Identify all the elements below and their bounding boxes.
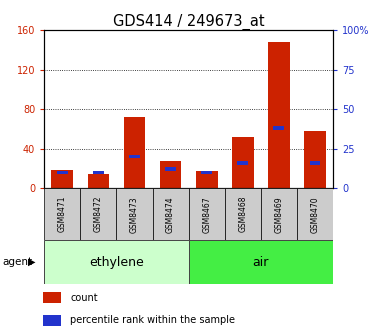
Bar xyxy=(44,240,189,284)
Text: air: air xyxy=(253,256,269,268)
Text: percentile rank within the sample: percentile rank within the sample xyxy=(70,316,235,325)
Bar xyxy=(273,126,284,130)
Bar xyxy=(88,174,109,188)
Bar xyxy=(310,161,320,165)
Bar xyxy=(57,171,68,174)
Text: GSM8470: GSM8470 xyxy=(310,196,320,233)
Text: ▶: ▶ xyxy=(28,257,35,267)
Text: count: count xyxy=(70,293,98,303)
Bar xyxy=(225,188,261,240)
Bar xyxy=(52,170,73,188)
Bar xyxy=(201,171,212,174)
Bar xyxy=(43,315,61,326)
Bar xyxy=(261,188,297,240)
Bar xyxy=(152,188,189,240)
Bar xyxy=(44,188,80,240)
Bar xyxy=(165,167,176,171)
Bar xyxy=(160,161,181,188)
Bar xyxy=(232,137,254,188)
Bar xyxy=(43,292,61,303)
Bar xyxy=(80,188,116,240)
Bar xyxy=(238,161,248,165)
Text: agent: agent xyxy=(2,257,32,267)
Text: GSM8474: GSM8474 xyxy=(166,196,175,233)
Bar xyxy=(189,240,333,284)
Text: GSM8467: GSM8467 xyxy=(202,196,211,233)
Bar xyxy=(304,131,326,188)
Bar xyxy=(189,188,225,240)
Bar xyxy=(124,117,146,188)
Title: GDS414 / 249673_at: GDS414 / 249673_at xyxy=(113,14,264,30)
Bar xyxy=(268,42,290,188)
Text: GSM8472: GSM8472 xyxy=(94,196,103,233)
Bar xyxy=(196,171,218,188)
Text: GSM8468: GSM8468 xyxy=(238,196,247,233)
Text: GSM8469: GSM8469 xyxy=(275,196,283,233)
Bar xyxy=(116,188,152,240)
Text: GSM8471: GSM8471 xyxy=(58,196,67,233)
Bar xyxy=(129,155,140,158)
Bar xyxy=(297,188,333,240)
Text: ethylene: ethylene xyxy=(89,256,144,268)
Bar xyxy=(93,171,104,174)
Text: GSM8473: GSM8473 xyxy=(130,196,139,233)
